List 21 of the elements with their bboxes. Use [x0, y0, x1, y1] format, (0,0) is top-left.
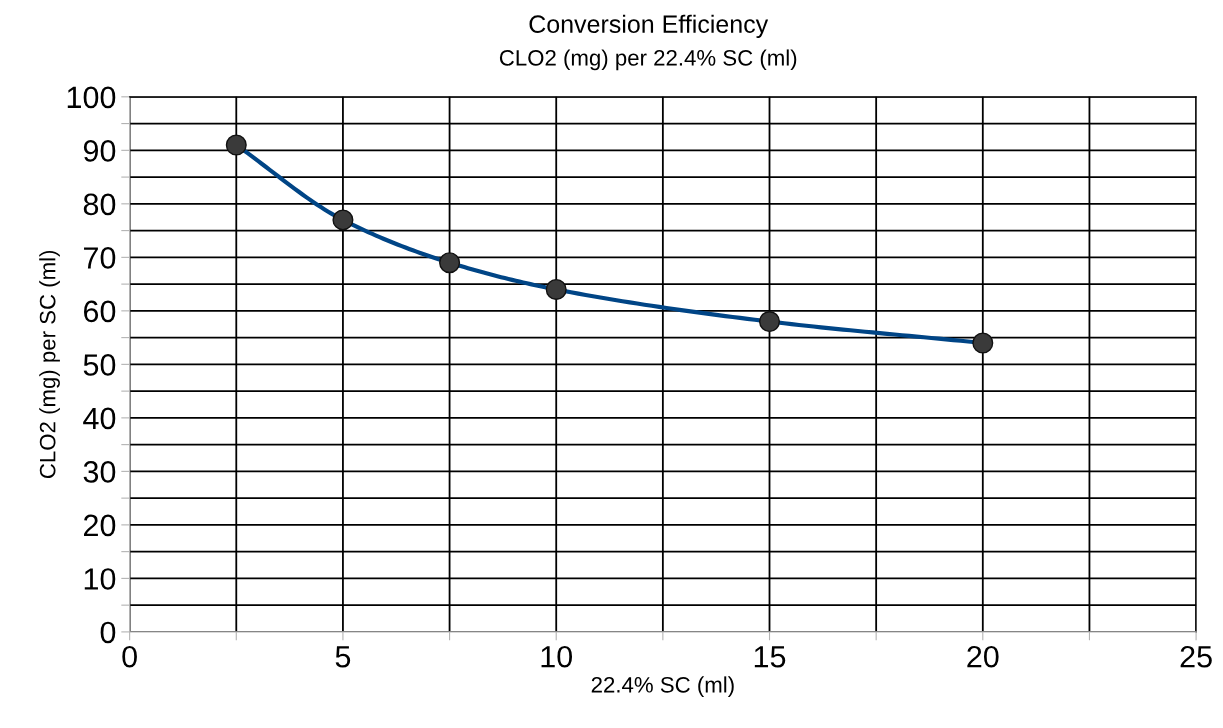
y-tick-label: 50: [83, 354, 116, 376]
y-tick-label: 100: [67, 86, 116, 109]
y-tick-label: 30: [83, 461, 116, 483]
x-tick-label: 0: [122, 645, 137, 668]
x-tick-label: 25: [1180, 645, 1212, 668]
x-tick-label: 10: [541, 645, 573, 668]
x-tick-label: 15: [754, 646, 786, 668]
y-tick-label: 20: [84, 514, 116, 537]
x-tick-label: 5: [335, 646, 351, 668]
x-tick-label: 20: [967, 645, 999, 668]
y-tick-label: 70: [84, 247, 116, 269]
chart-title: Conversion Efficiency: [529, 14, 769, 38]
y-tick-label: 0: [100, 621, 116, 644]
x-axis-title: 22.4% SC (ml): [591, 676, 734, 698]
y-axis-title: CLO2 (mg) per SC (ml): [39, 250, 60, 479]
y-tick-label: 90: [83, 140, 116, 162]
y-tick-label: 60: [84, 300, 116, 323]
y-tick-label: 40: [83, 407, 116, 430]
chart-subtitle: CLO2 (mg) per 22.4% SC (ml): [499, 49, 797, 71]
y-tick-label: 80: [83, 193, 116, 216]
y-tick-label: 10: [84, 568, 116, 590]
